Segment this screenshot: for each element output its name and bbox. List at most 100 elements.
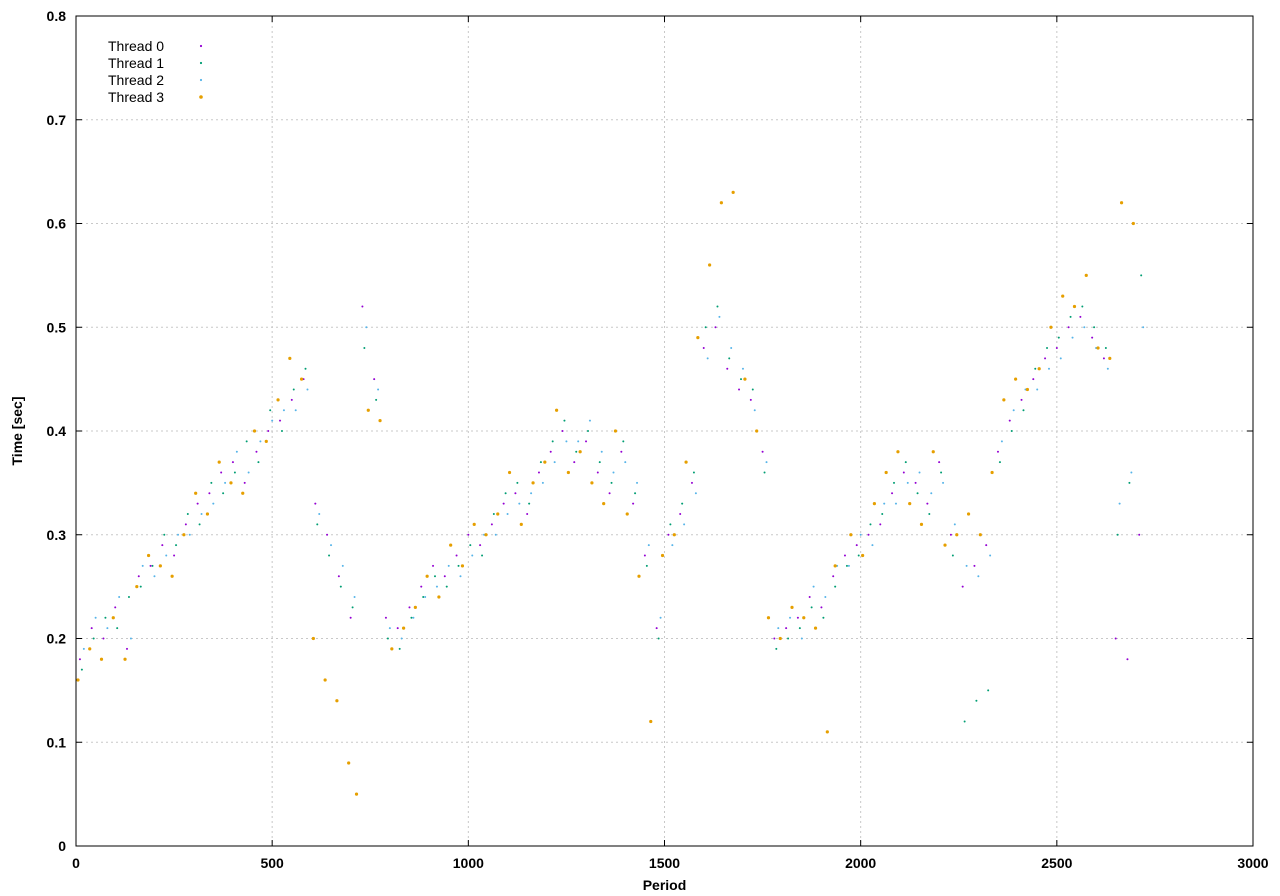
data-point [90, 627, 93, 630]
data-point [943, 543, 947, 547]
data-point [622, 440, 625, 443]
data-point [961, 585, 964, 588]
data-point [596, 471, 599, 474]
data-point [422, 596, 425, 598]
data-point [514, 492, 517, 495]
data-point [847, 564, 850, 567]
data-point [692, 471, 695, 474]
data-point [212, 502, 215, 505]
data-point [304, 367, 307, 370]
data-point [182, 533, 186, 537]
data-point [106, 627, 109, 630]
data-point [328, 554, 331, 557]
data-point [129, 637, 132, 640]
data-point [624, 461, 627, 464]
data-point [598, 461, 601, 464]
data-point [537, 471, 540, 474]
data-point [502, 502, 505, 505]
data-point [530, 492, 533, 495]
data-point [396, 627, 399, 630]
data-point [608, 492, 611, 495]
data-point [337, 575, 340, 578]
data-point [94, 616, 97, 619]
data-point [643, 554, 646, 557]
data-point [773, 637, 776, 640]
data-point [938, 461, 941, 464]
data-point [896, 450, 900, 454]
data-point [872, 502, 876, 506]
data-point [955, 533, 959, 537]
data-point [825, 730, 829, 734]
data-point [833, 564, 837, 568]
data-point [1128, 481, 1131, 484]
data-point [467, 533, 470, 536]
data-point [222, 492, 225, 495]
data-point [775, 647, 778, 650]
data-point [832, 575, 835, 578]
data-point [718, 315, 721, 318]
data-point [632, 502, 635, 505]
data-point [186, 513, 189, 515]
data-point [951, 554, 954, 557]
data-point [173, 554, 176, 557]
data-point [294, 409, 297, 412]
data-point [660, 553, 665, 558]
data-point [354, 792, 359, 796]
data-point [741, 367, 744, 370]
data-point [1046, 347, 1049, 349]
data-point [1119, 201, 1124, 205]
data-point [867, 533, 870, 536]
data-point [196, 502, 199, 505]
data-point [378, 419, 382, 423]
data-point [165, 554, 168, 557]
data-point [655, 627, 658, 630]
data-point [447, 564, 450, 567]
data-point [669, 523, 672, 526]
data-point [460, 564, 465, 568]
data-point [259, 440, 262, 443]
data-point [432, 564, 435, 567]
data-point [549, 450, 552, 453]
data-point [684, 460, 688, 464]
data-point [704, 326, 707, 329]
data-point [306, 388, 309, 391]
data-point [620, 450, 623, 453]
data-point [141, 564, 144, 567]
data-point [600, 450, 603, 453]
data-point [200, 513, 203, 515]
data-point [573, 461, 576, 464]
data-point [351, 606, 354, 609]
y-tick-label: 0.1 [47, 734, 67, 750]
data-point [987, 689, 990, 692]
data-point [871, 544, 874, 547]
data-point [1084, 273, 1088, 277]
data-point [996, 450, 999, 453]
data-point [526, 513, 529, 515]
data-point [808, 596, 811, 598]
x-tick-label: 500 [260, 855, 284, 871]
data-point [247, 471, 250, 474]
data-point [904, 461, 907, 464]
data-point [1047, 367, 1050, 370]
data-point [241, 491, 245, 495]
legend-marker [199, 78, 203, 82]
data-point [316, 523, 319, 526]
data-point [123, 657, 127, 661]
data-point [1034, 367, 1037, 370]
data-point [420, 585, 423, 588]
data-point [1096, 346, 1100, 350]
data-point [139, 585, 142, 588]
data-point [82, 647, 85, 650]
legend-label: Thread 0 [108, 38, 164, 54]
data-point [292, 388, 295, 391]
data-point [541, 481, 544, 484]
data-point [753, 409, 756, 412]
data-point [798, 627, 801, 630]
data-point [1012, 409, 1015, 412]
data-point [323, 678, 327, 682]
data-point [116, 627, 119, 630]
data-point [706, 357, 709, 360]
data-point [539, 461, 542, 464]
data-point [516, 481, 519, 484]
